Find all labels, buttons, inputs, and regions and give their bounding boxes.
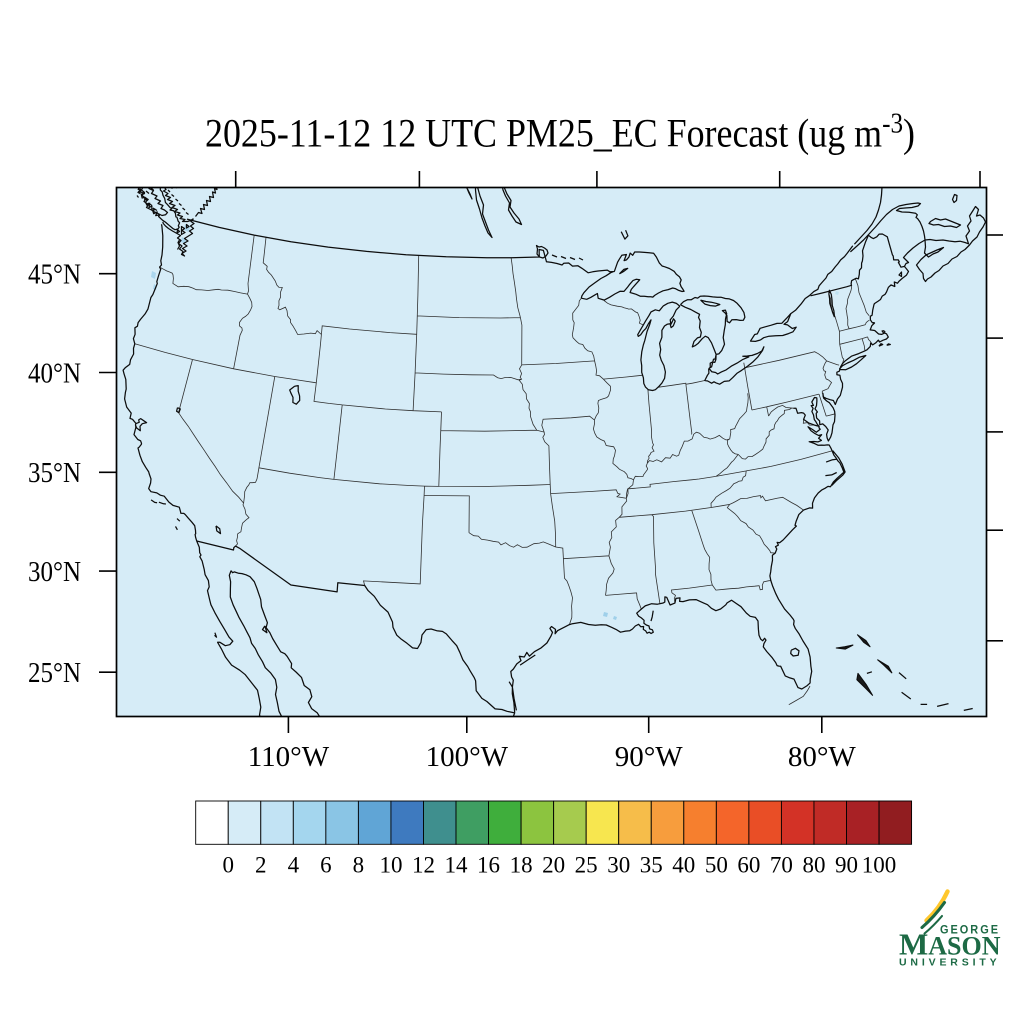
svg-text:100°W: 100°W [426,741,509,773]
svg-text:2: 2 [255,853,267,878]
svg-text:14: 14 [445,853,469,878]
svg-text:40°N: 40°N [28,358,81,389]
svg-text:45°N: 45°N [28,260,81,291]
svg-text:8: 8 [353,853,365,878]
svg-text:20: 20 [542,853,565,878]
svg-text:70: 70 [770,853,793,878]
svg-text:80°W: 80°W [788,741,857,773]
svg-text:UNIVERSITY: UNIVERSITY [899,957,1000,969]
svg-text:90°W: 90°W [615,741,684,773]
svg-text:2025-11-12 12 UTC PM25_EC Fore: 2025-11-12 12 UTC PM25_EC Forecast (ug m… [205,109,915,156]
svg-text:90: 90 [835,853,858,878]
svg-text:60: 60 [737,853,760,878]
svg-text:100: 100 [862,853,897,878]
svg-text:40: 40 [672,853,695,878]
svg-text:0: 0 [222,853,234,878]
svg-text:25°N: 25°N [28,658,81,689]
svg-text:35°N: 35°N [28,458,81,489]
svg-text:MASON: MASON [899,927,1001,962]
svg-text:10: 10 [379,853,402,878]
svg-text:12: 12 [412,853,435,878]
svg-text:GEORGE: GEORGE [940,923,1000,937]
svg-text:4: 4 [288,853,300,878]
svg-text:30°N: 30°N [28,557,81,588]
svg-text:18: 18 [510,853,533,878]
svg-text:80: 80 [802,853,825,878]
svg-text:25: 25 [575,853,598,878]
svg-text:16: 16 [477,853,500,878]
svg-text:30: 30 [607,853,630,878]
svg-text:110°W: 110°W [248,741,330,773]
svg-text:35: 35 [640,853,663,878]
svg-text:50: 50 [705,853,728,878]
svg-text:6: 6 [320,853,332,878]
